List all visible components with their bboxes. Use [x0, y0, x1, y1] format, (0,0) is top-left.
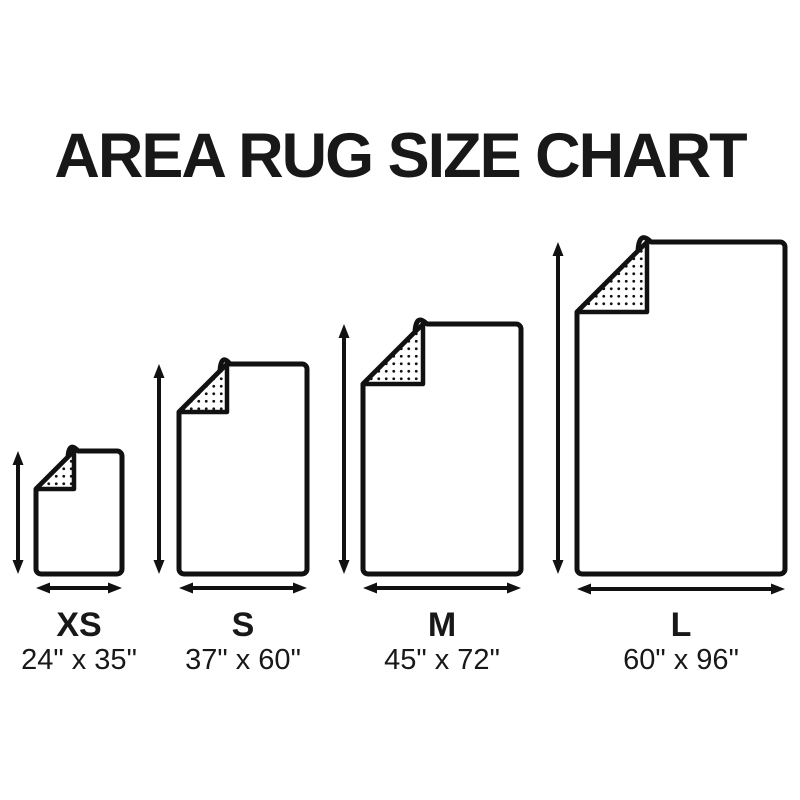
rug-l-fold-flap: [574, 239, 650, 315]
l-height-arrow: [552, 242, 564, 574]
rug-s-graphic: [176, 357, 310, 577]
rug-xs-fold-flap: [33, 448, 77, 492]
rug-l-body: [574, 235, 788, 577]
s-height-arrow: [153, 364, 165, 574]
rug-l-graphic: [574, 235, 788, 577]
rug-xs-graphic: [33, 444, 125, 577]
chart-title: AREA RUG SIZE CHART: [54, 121, 747, 191]
m-height-arrow: [338, 324, 350, 574]
l-width-arrow: [577, 583, 785, 595]
s-width-arrow: [179, 582, 307, 594]
size-label-m: M: [427, 606, 457, 644]
rug-xs-body: [33, 444, 125, 577]
dimensions-label-m: 45" x 72": [384, 644, 500, 676]
dimensions-label-xs: 24" x 35": [21, 644, 137, 676]
xs-width-arrow: [36, 582, 122, 594]
m-width-arrow: [363, 582, 521, 594]
size-label-l: L: [670, 606, 692, 644]
xs-height-arrow: [12, 451, 24, 574]
size-label-xs: XS: [56, 606, 102, 644]
rug-m-fold-flap: [360, 321, 426, 387]
rug-s-fold-flap: [176, 361, 230, 415]
dimensions-label-l: 60" x 96": [623, 644, 739, 676]
rug-m-graphic: [360, 317, 524, 577]
dimensions-label-s: 37" x 60": [185, 644, 301, 676]
size-label-s: S: [231, 606, 255, 644]
